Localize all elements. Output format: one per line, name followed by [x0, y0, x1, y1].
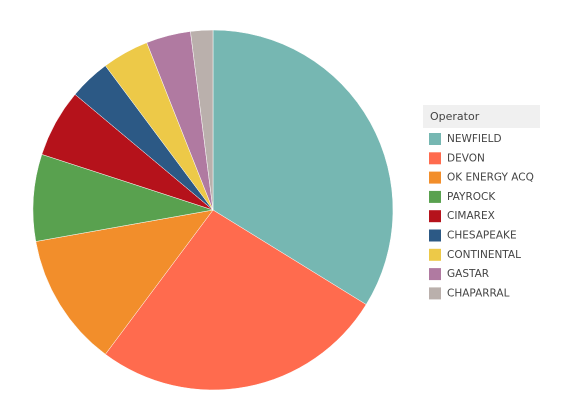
legend-label: NEWFIELD	[447, 133, 502, 145]
legend-title: Operator	[430, 110, 480, 123]
legend-swatch	[429, 190, 441, 203]
legend-swatch	[429, 152, 441, 165]
legend-label: CHAPARRAL	[447, 287, 510, 299]
pie-slice	[35, 209, 214, 355]
pie-slice	[190, 29, 214, 211]
legend-label: PAYROCK	[447, 191, 496, 203]
legend-label: CONTINENTAL	[447, 249, 521, 261]
legend-swatch	[429, 133, 441, 145]
legend-label: DEVON	[447, 152, 485, 164]
legend-swatch	[429, 210, 441, 223]
legend-swatch	[429, 268, 441, 281]
legend-header	[423, 105, 540, 128]
legend-label: OK ENERGY ACQ	[447, 172, 534, 184]
legend-label: GASTAR	[447, 268, 489, 280]
legend-swatch	[429, 287, 441, 300]
pie-slice	[212, 29, 394, 305]
pie-slice	[105, 209, 367, 391]
legend-label: CHESAPEAKE	[447, 230, 517, 242]
legend-label: CIMAREX	[447, 210, 495, 222]
legend-swatch	[429, 248, 441, 261]
legend-swatch	[429, 229, 441, 242]
legend-swatch	[429, 171, 441, 184]
